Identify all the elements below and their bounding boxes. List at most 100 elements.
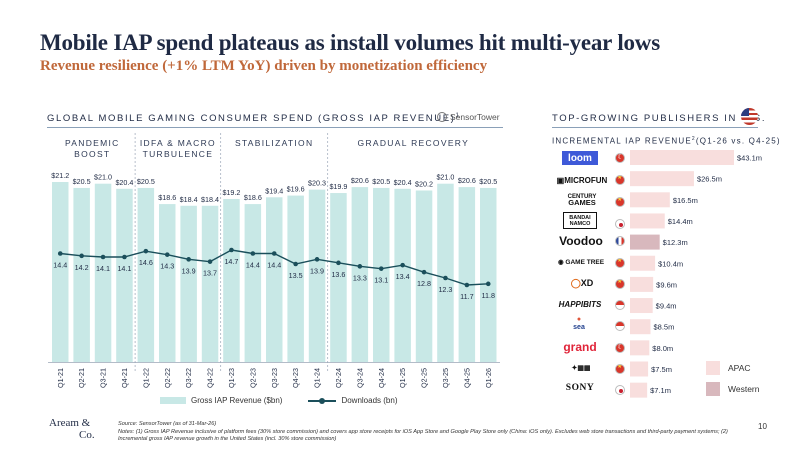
- publisher-bar: [630, 255, 656, 271]
- iap-bar-label: $20.5: [137, 177, 155, 186]
- flag-japan-icon: [615, 385, 625, 395]
- downloads-point: [100, 254, 106, 260]
- iap-bar-label: $18.6: [244, 193, 262, 202]
- downloads-point: [443, 275, 448, 281]
- sensortower-icon: [437, 112, 447, 122]
- legend-western-swatch: [706, 382, 720, 396]
- x-tick-label: Q1-23: [227, 368, 236, 388]
- publisher-bar-label: $43.1m: [737, 154, 762, 163]
- page-number: 10: [758, 422, 767, 431]
- iap-bar-label: $19.9: [329, 182, 347, 191]
- downloads-label: 13.9: [310, 266, 324, 275]
- x-tick-label: Q4-24: [377, 368, 386, 388]
- x-tick-label: Q2-23: [248, 368, 257, 388]
- publisher-logo-microfun: ▣MICROFUN: [556, 175, 608, 185]
- flag-france-icon: [615, 236, 625, 246]
- downloads-point: [314, 257, 320, 262]
- downloads-point: [336, 260, 341, 266]
- downloads-label: 14.7: [224, 257, 238, 266]
- publisher-bar-label: $14.4m: [668, 217, 693, 226]
- x-tick-label: Q1-25: [398, 368, 407, 388]
- x-tick-label: Q2-25: [420, 368, 429, 388]
- flag-china-icon: [615, 364, 625, 374]
- publisher-bar-label: $9.6m: [656, 280, 677, 289]
- downloads-label: 11.8: [482, 291, 495, 300]
- publisher-logo-century-games: CENTURY GAMES: [567, 193, 597, 207]
- x-tick-label: Q3-24: [355, 368, 364, 388]
- phase-label: GRADUAL RECOVERY: [358, 138, 470, 148]
- iap-bar: [480, 187, 497, 362]
- x-tick-label: Q1-24: [313, 368, 322, 388]
- x-tick-label: Q3-21: [99, 368, 108, 388]
- footnote: Source: SensorTower (as of 31-Mar-26) No…: [118, 421, 738, 444]
- iap-bar-label: $19.2: [222, 188, 240, 197]
- x-tick-label: Q1-21: [56, 368, 65, 388]
- x-tick-label: Q4-22: [206, 368, 215, 388]
- publisher-bar: [630, 234, 660, 250]
- legend-line: Downloads (bn): [308, 396, 397, 405]
- downloads-label: 13.5: [289, 271, 303, 280]
- downloads-label: 14.4: [267, 261, 281, 270]
- left-heading-text: GLOBAL MOBILE GAMING CONSUMER SPEND (GRO…: [47, 113, 456, 125]
- x-tick-label: Q3-25: [441, 368, 450, 388]
- iap-bar: [116, 188, 133, 362]
- left-section-heading: GLOBAL MOBILE GAMING CONSUMER SPEND (GRO…: [47, 113, 460, 124]
- iap-bar-label: $18.4: [180, 195, 198, 204]
- legend-bars-label: Gross IAP Revenue ($bn): [191, 396, 283, 405]
- publisher-bars: $43.1m $26.5m $16.5m $14.4m $12.3m $10.4m $9.6…: [630, 150, 762, 398]
- publisher-logo-loom: loom: [562, 151, 598, 165]
- downloads-label: 14.4: [53, 261, 67, 270]
- legend-line-label: Downloads (bn): [341, 396, 398, 405]
- downloads-point: [400, 262, 405, 268]
- publisher-bar: [630, 319, 651, 335]
- flag-china-icon: [615, 279, 625, 289]
- iap-bar-label: $19.6: [287, 185, 305, 194]
- footnote-source: Source: SensorTower (as of 31-Mar-26): [118, 421, 217, 427]
- brand-logo: Aream & Co.: [49, 417, 95, 441]
- right-section-heading: TOP-GROWING PUBLISHERS IN U.S.: [552, 113, 767, 124]
- publisher-bar: [630, 171, 694, 187]
- iap-bar: [244, 204, 262, 362]
- publisher-bar: [630, 340, 650, 356]
- publisher-bar: [630, 382, 648, 398]
- right-subheading-sup: 2: [691, 136, 696, 142]
- iap-bar: [415, 190, 433, 362]
- downloads-label: 13.3: [353, 273, 367, 282]
- x-tick-label: Q4-23: [291, 368, 300, 388]
- publisher-bar-label: $10.4m: [658, 259, 683, 268]
- sensortower-text: SensorTower: [450, 112, 500, 122]
- publisher-logo-happibits: HAPPIBITS: [558, 299, 602, 309]
- x-tick-label: Q1-22: [141, 368, 150, 388]
- publisher-bar: [630, 298, 653, 314]
- iap-bar: [330, 193, 347, 362]
- legend-bars: Gross IAP Revenue ($bn): [160, 396, 282, 405]
- iap-bar: [137, 187, 155, 362]
- publisher-bar: [630, 276, 654, 292]
- iap-bar-label: $20.3: [308, 179, 326, 188]
- legend-western-label: Western: [728, 384, 760, 394]
- downloads-point: [207, 259, 213, 264]
- phase-label: PANDEMIC: [65, 138, 120, 148]
- left-chart-legend: Gross IAP Revenue ($bn) Downloads (bn): [160, 396, 397, 405]
- flag-turkey-icon: [615, 343, 625, 353]
- iap-bar-label: $20.5: [73, 177, 91, 186]
- downloads-point: [143, 248, 149, 254]
- downloads-label: 14.1: [117, 264, 131, 273]
- iap-bar: [458, 187, 476, 362]
- downloads-point: [485, 281, 491, 287]
- publisher-bar-label: $12.3m: [663, 238, 688, 247]
- iap-bar-label: $20.6: [351, 176, 369, 185]
- publisher-logo-sony: SONY: [565, 383, 595, 393]
- x-tick-label: Q2-24: [334, 368, 343, 388]
- x-tick-label: Q1-26: [484, 368, 493, 388]
- downloads-point: [378, 266, 384, 271]
- iap-bar: [266, 197, 283, 362]
- downloads-label: 14.6: [139, 258, 153, 267]
- downloads-point: [293, 261, 298, 267]
- iap-revenue-bars: $21.2 Q1-21 $20.5 Q2-21 $21.0 Q3-21 $20.4 Q4-21…: [48, 171, 500, 388]
- downloads-label: 12.3: [438, 285, 452, 294]
- x-tick-label: Q4-21: [120, 368, 129, 388]
- iap-bar: [373, 187, 390, 362]
